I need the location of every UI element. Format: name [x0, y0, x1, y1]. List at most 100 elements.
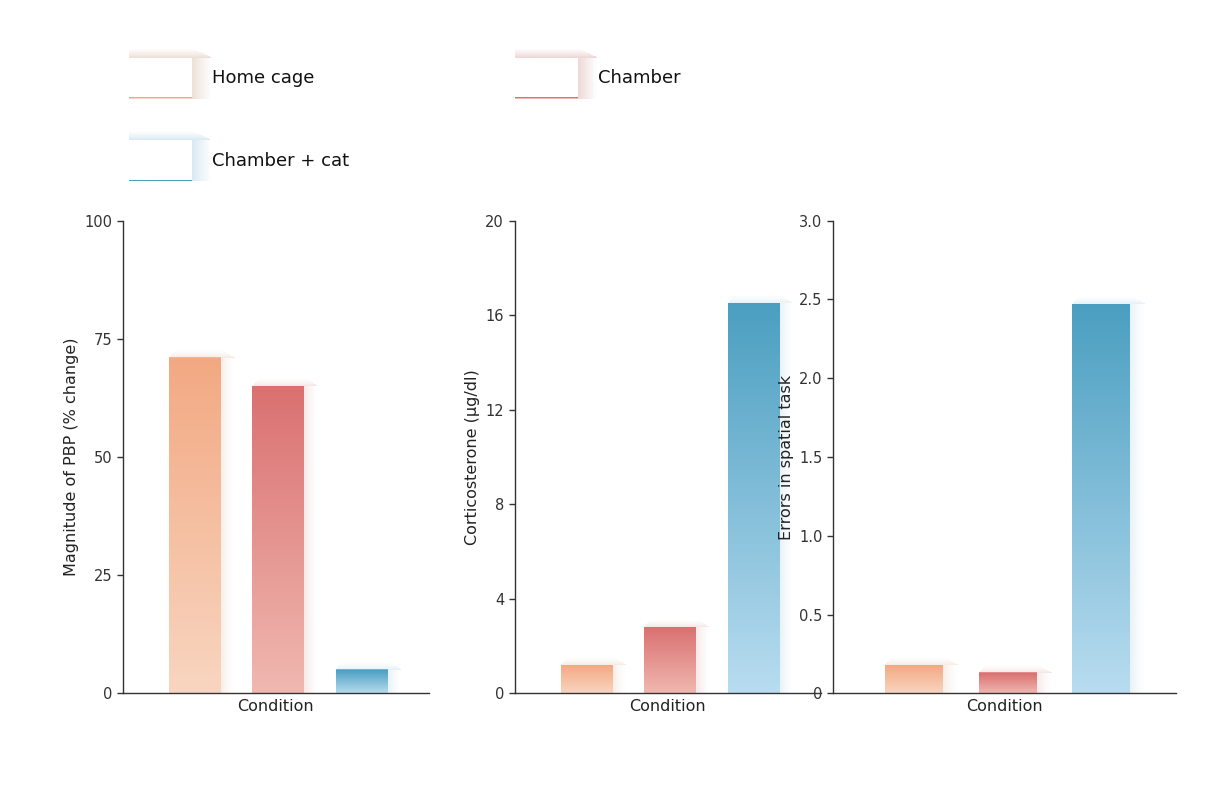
Bar — [728, 649, 780, 651]
Bar — [1072, 422, 1131, 423]
Bar — [1072, 518, 1131, 519]
Bar — [169, 608, 220, 610]
Bar — [728, 571, 780, 573]
Bar — [728, 624, 780, 626]
Bar — [728, 686, 780, 688]
Bar — [728, 692, 780, 693]
Bar — [728, 404, 780, 406]
Bar — [728, 338, 780, 340]
Bar — [728, 303, 780, 305]
Bar — [169, 449, 220, 451]
Bar — [169, 530, 220, 531]
Bar — [252, 472, 304, 473]
Bar — [728, 352, 780, 354]
Bar — [728, 484, 780, 485]
Bar — [252, 599, 304, 600]
Bar — [728, 552, 780, 553]
Bar — [1072, 472, 1131, 474]
Bar — [1072, 307, 1131, 310]
Bar — [252, 610, 304, 611]
Bar — [169, 513, 220, 515]
Bar — [728, 385, 780, 387]
Bar — [169, 409, 220, 411]
Bar — [728, 682, 780, 683]
Bar — [1072, 461, 1131, 463]
Bar — [1072, 347, 1131, 348]
Bar — [1072, 465, 1131, 466]
Bar — [252, 429, 304, 431]
Bar — [728, 424, 780, 426]
Bar — [252, 593, 304, 594]
Bar — [728, 386, 780, 388]
Bar — [728, 382, 780, 384]
Bar — [169, 444, 220, 445]
Bar — [1072, 604, 1131, 605]
Bar — [1072, 537, 1131, 539]
Bar — [252, 570, 304, 571]
Bar — [1072, 353, 1131, 355]
Bar — [1072, 594, 1131, 597]
Bar — [169, 515, 220, 517]
Bar — [1072, 351, 1131, 354]
Bar — [169, 644, 220, 645]
Bar — [169, 461, 220, 463]
Bar — [1072, 321, 1131, 322]
Bar — [728, 670, 780, 671]
Bar — [728, 566, 780, 567]
Bar — [1072, 484, 1131, 486]
Bar — [1072, 383, 1131, 385]
Bar — [169, 429, 220, 430]
Bar — [1072, 385, 1131, 387]
Bar — [1072, 322, 1131, 324]
Bar — [252, 565, 304, 567]
Bar — [169, 545, 220, 547]
Bar — [728, 470, 780, 471]
Bar — [129, 97, 192, 98]
Bar — [169, 607, 220, 608]
Bar — [252, 552, 304, 553]
Bar — [129, 97, 192, 98]
Bar — [1072, 363, 1131, 365]
Bar — [728, 640, 780, 641]
Bar — [1072, 411, 1131, 413]
Bar — [169, 361, 220, 362]
Bar — [728, 660, 780, 662]
Bar — [252, 527, 304, 529]
Bar — [252, 663, 304, 665]
Bar — [169, 511, 220, 512]
Bar — [252, 607, 304, 608]
Bar — [169, 426, 220, 427]
Bar — [728, 589, 780, 591]
Bar — [728, 420, 780, 422]
Bar — [728, 448, 780, 449]
Bar — [728, 668, 780, 670]
Bar — [252, 661, 304, 663]
Bar — [1072, 349, 1131, 351]
Bar — [169, 495, 220, 496]
Bar — [728, 355, 780, 357]
Bar — [252, 638, 304, 640]
Bar — [1072, 662, 1131, 663]
Bar — [169, 516, 220, 518]
Bar — [252, 514, 304, 515]
Bar — [252, 644, 304, 645]
Bar — [169, 375, 220, 377]
Bar — [129, 180, 192, 181]
Bar — [169, 452, 220, 453]
Bar — [728, 390, 780, 392]
Bar — [1072, 403, 1131, 405]
Bar — [169, 628, 220, 630]
Bar — [252, 572, 304, 574]
Bar — [252, 532, 304, 533]
Bar — [252, 453, 304, 455]
Bar — [252, 398, 304, 400]
Bar — [169, 465, 220, 466]
Bar — [252, 630, 304, 631]
Bar — [252, 492, 304, 493]
Bar — [169, 585, 220, 587]
Bar — [129, 97, 192, 98]
Bar — [1072, 682, 1131, 683]
Bar — [252, 450, 304, 452]
Bar — [1072, 489, 1131, 491]
Bar — [728, 682, 780, 684]
